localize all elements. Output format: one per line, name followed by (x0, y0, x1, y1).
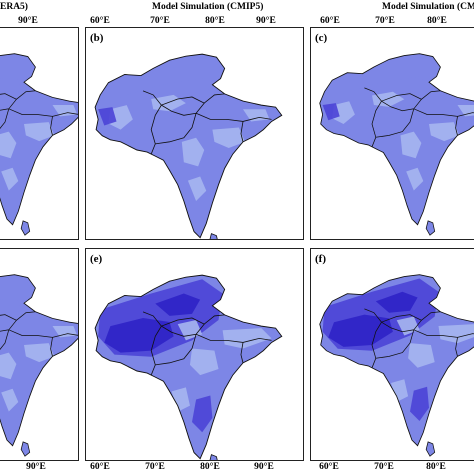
tick-bottom-middle-90e: 90°E (254, 462, 274, 472)
map-panel-a (0, 27, 79, 240)
country-border (455, 337, 458, 357)
map-e (94, 274, 283, 460)
map-d (0, 274, 78, 457)
country-border (413, 329, 474, 338)
country-border (203, 314, 225, 325)
country-border (203, 93, 225, 104)
tick-top-right-60e: 60°E (320, 16, 340, 26)
map-f (319, 274, 474, 457)
country-border (381, 314, 422, 333)
map-panel-c: (c) (310, 27, 474, 240)
country-border (413, 108, 474, 117)
tick-bottom-right-70e: 70°E (374, 462, 394, 472)
tick-top-middle-90e: 90°E (256, 16, 276, 26)
map-panel-e: (e) (85, 248, 304, 461)
tick-bottom-right-60e: 60°E (319, 462, 339, 472)
country-border (142, 90, 162, 155)
country-border (155, 334, 197, 366)
tick-top-right-70e: 70°E (375, 16, 395, 26)
tick-bottom-right-80e: 80°E (426, 462, 446, 472)
precipitation-field (0, 297, 78, 412)
tick-bottom-middle-80e: 80°E (200, 462, 220, 472)
country-border (16, 90, 36, 100)
panel-label-c: (c) (315, 32, 328, 44)
country-border (195, 333, 272, 343)
country-border (421, 90, 441, 100)
sri-lanka (425, 441, 436, 457)
precipitation-field (0, 76, 78, 191)
tick-bottom-left-90e: 90°E (26, 462, 46, 472)
tick-bottom-middle-70e: 70°E (145, 462, 165, 472)
precipitation-field (322, 278, 474, 440)
sri-lanka (20, 220, 31, 236)
map-panel-f: (f) (310, 248, 474, 461)
country-border (161, 317, 205, 337)
country-border (50, 337, 53, 357)
country-border (364, 87, 382, 147)
country-border (195, 112, 272, 122)
country-border (0, 93, 17, 111)
country-border (375, 329, 415, 359)
country-border (142, 311, 162, 376)
country-border (455, 116, 458, 136)
sri-lanka (425, 220, 436, 236)
country-border (0, 108, 10, 129)
landmass (319, 53, 474, 225)
country-border (364, 308, 382, 368)
country-border (381, 93, 422, 112)
panel-label-b: (b) (90, 32, 104, 44)
sri-lanka (20, 441, 31, 457)
map-b (94, 53, 283, 239)
heading-cmip5: Model Simulation (CMIP5) (152, 2, 264, 12)
sri-lanka (209, 454, 218, 460)
heading-cmip6: Model Simulation (CMI (382, 2, 474, 12)
precipitation-field (322, 76, 474, 191)
map-panel-d (0, 248, 79, 461)
coastline (319, 274, 474, 447)
coastline (319, 53, 474, 226)
country-border (421, 311, 441, 321)
precipitation-field (98, 78, 270, 201)
country-border (0, 314, 17, 332)
country-border (240, 342, 244, 363)
panel-label-f: (f) (315, 253, 326, 265)
tick-bottom-middle-60e: 60°E (90, 462, 110, 472)
tick-top-left-90e: 90°E (18, 16, 38, 26)
country-border (8, 329, 78, 338)
coastline (0, 274, 78, 447)
country-border (240, 121, 244, 142)
country-border (16, 311, 36, 321)
sri-lanka (209, 233, 218, 239)
heading-observation: ERA5) (0, 2, 28, 12)
tick-top-middle-80e: 80°E (205, 16, 225, 26)
map-c (319, 53, 474, 236)
country-border (0, 329, 10, 350)
tick-top-middle-70e: 70°E (150, 16, 170, 26)
coastline (0, 53, 78, 226)
country-border (8, 108, 78, 117)
country-border (375, 108, 415, 138)
panel-label-e: (e) (90, 253, 103, 265)
country-border (155, 113, 197, 145)
tick-top-right-80e: 80°E (427, 16, 447, 26)
coastline (94, 53, 283, 239)
map-panel-b: (b) (85, 27, 304, 240)
map-a (0, 53, 78, 236)
coastline (94, 274, 283, 460)
country-border (50, 116, 53, 136)
tick-top-middle-60e: 60°E (90, 16, 110, 26)
country-border (161, 96, 205, 116)
